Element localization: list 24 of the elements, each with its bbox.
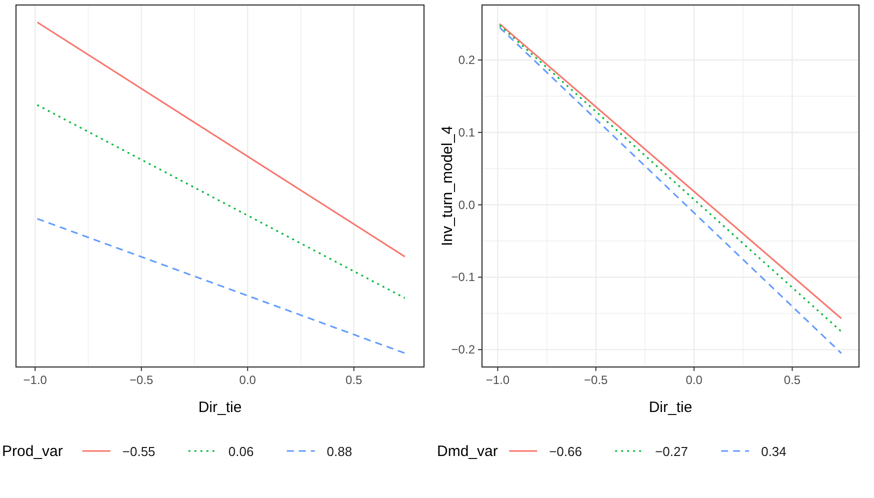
y-axis-title: Inv_turn_model_4 — [439, 126, 456, 246]
x-tick-label: 0.0 — [239, 373, 256, 387]
y-tick-label: 0.1 — [458, 125, 476, 140]
legend-label: −0.55 — [122, 444, 156, 459]
legend-label: −0.66 — [549, 444, 582, 459]
y-tick-label: −0.1 — [451, 270, 476, 284]
y-tick-label: 0.2 — [458, 53, 476, 68]
x-tick-label: 0.5 — [346, 373, 363, 387]
x-axis-title: Dir_tie — [648, 399, 692, 416]
legend-label: 0.88 — [326, 444, 352, 459]
legend-title: Prod_var — [2, 443, 63, 460]
x-tick-label: −0.5 — [584, 373, 608, 387]
x-tick-label: 0.5 — [784, 373, 801, 387]
y-tick-label: −0.2 — [451, 342, 476, 357]
x-tick-label: −1.0 — [23, 373, 48, 387]
legend-label: 0.06 — [228, 444, 254, 459]
legend-title: Dmd_var — [437, 443, 498, 460]
x-axis-title: Dir_tie — [198, 399, 242, 416]
legend-label: −0.27 — [655, 444, 688, 459]
y-tick-label: 0.0 — [458, 198, 476, 212]
x-tick-label: −0.5 — [130, 373, 154, 387]
x-tick-label: 0.0 — [686, 373, 703, 387]
x-tick-label: −1.0 — [486, 373, 510, 387]
legend-label: 0.34 — [761, 444, 786, 459]
